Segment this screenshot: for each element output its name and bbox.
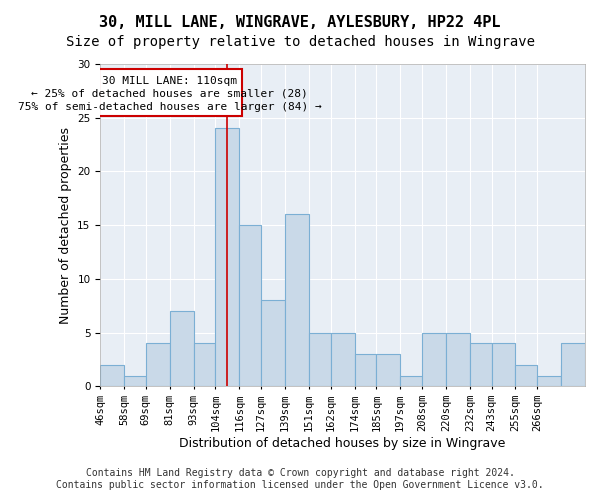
Bar: [376, 354, 400, 386]
Bar: [331, 332, 355, 386]
Bar: [124, 376, 146, 386]
Bar: [561, 365, 585, 386]
Bar: [285, 214, 309, 386]
Bar: [146, 344, 170, 386]
Bar: [400, 376, 422, 386]
Bar: [470, 344, 491, 386]
Bar: [561, 344, 585, 386]
Y-axis label: Number of detached properties: Number of detached properties: [59, 126, 71, 324]
Bar: [491, 344, 515, 386]
Bar: [515, 365, 538, 386]
Text: Size of property relative to detached houses in Wingrave: Size of property relative to detached ho…: [65, 35, 535, 49]
Bar: [355, 354, 376, 386]
Text: 30, MILL LANE, WINGRAVE, AYLESBURY, HP22 4PL: 30, MILL LANE, WINGRAVE, AYLESBURY, HP22…: [99, 15, 501, 30]
Bar: [309, 332, 331, 386]
Bar: [261, 300, 285, 386]
Bar: [538, 376, 561, 386]
Text: 30 MILL LANE: 110sqm: 30 MILL LANE: 110sqm: [102, 76, 237, 86]
Bar: [170, 311, 194, 386]
X-axis label: Distribution of detached houses by size in Wingrave: Distribution of detached houses by size …: [179, 437, 506, 450]
Bar: [100, 365, 124, 386]
FancyBboxPatch shape: [99, 70, 242, 116]
Bar: [446, 332, 470, 386]
Bar: [422, 332, 446, 386]
Bar: [215, 128, 239, 386]
Text: 75% of semi-detached houses are larger (84) →: 75% of semi-detached houses are larger (…: [18, 102, 322, 112]
Bar: [239, 225, 261, 386]
Bar: [194, 344, 215, 386]
Text: Contains HM Land Registry data © Crown copyright and database right 2024.
Contai: Contains HM Land Registry data © Crown c…: [56, 468, 544, 490]
Text: ← 25% of detached houses are smaller (28): ← 25% of detached houses are smaller (28…: [31, 88, 308, 99]
